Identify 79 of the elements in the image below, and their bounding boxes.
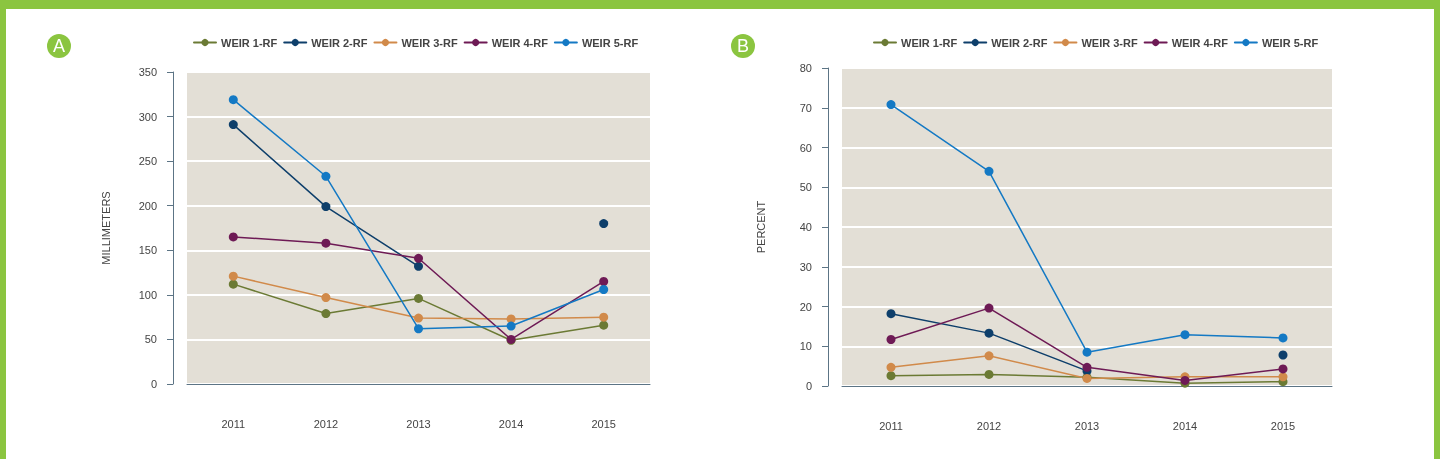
point <box>886 334 896 344</box>
point <box>414 313 423 323</box>
point <box>886 309 896 319</box>
point <box>321 238 331 248</box>
legend-label: WEIR 4-RF <box>1171 36 1229 49</box>
y-tick-label: 50 <box>144 333 157 346</box>
point <box>228 271 238 281</box>
point <box>599 285 609 295</box>
point <box>599 320 609 330</box>
legend-label: WEIR 4-RF <box>491 36 549 49</box>
legend-label: WEIR 1-RF <box>221 36 278 49</box>
point <box>321 309 331 319</box>
y-tick-label: 10 <box>799 340 812 353</box>
point <box>599 276 609 286</box>
y-tick-label: 200 <box>138 199 157 212</box>
point <box>414 293 423 303</box>
point <box>1278 364 1288 374</box>
y-tick-label: 250 <box>138 155 157 168</box>
y-tick-label: 350 <box>138 66 157 78</box>
chart-title: B <box>737 36 750 56</box>
y-tick-label: 70 <box>799 101 812 114</box>
y-tick-label: 0 <box>150 378 157 390</box>
x-tick-label: 2015 <box>591 417 616 430</box>
y-tick-label: 100 <box>138 288 157 301</box>
x-tick-label: 2011 <box>879 419 903 432</box>
point <box>228 279 238 289</box>
point <box>506 321 516 331</box>
x-tick-label: 2014 <box>498 417 524 430</box>
point <box>321 202 331 212</box>
point <box>506 314 516 324</box>
point <box>321 171 331 181</box>
y-axis-title: MILLIMETERS <box>99 191 112 265</box>
x-tick-label: 2013 <box>1074 419 1100 432</box>
point <box>984 303 994 313</box>
legend-label: WEIR 2-RF <box>311 36 368 49</box>
point <box>599 219 609 229</box>
point <box>1082 362 1092 372</box>
y-tick-label: 150 <box>138 244 157 257</box>
point <box>886 100 896 110</box>
point <box>1278 333 1288 343</box>
x-tick-label: 2012 <box>313 417 339 430</box>
y-tick-label: 40 <box>799 221 812 233</box>
point <box>1082 347 1092 357</box>
y-tick-label: 300 <box>138 110 157 123</box>
y-tick-label: 0 <box>805 380 812 392</box>
legend-label: WEIR 3-RF <box>401 36 458 49</box>
point <box>599 312 609 322</box>
point <box>414 324 423 334</box>
point <box>321 293 331 303</box>
x-tick-label: 2013 <box>406 417 431 430</box>
x-tick-label: 2011 <box>221 417 246 430</box>
legend-label: WEIR 5-RF <box>1261 36 1319 49</box>
legend-label: WEIR 1-RF <box>901 36 958 49</box>
chart-title: A <box>53 36 66 56</box>
y-tick-label: 80 <box>799 62 812 74</box>
point <box>984 351 994 361</box>
point <box>414 261 423 271</box>
point <box>228 95 238 105</box>
point <box>414 253 423 263</box>
x-tick-label: 2014 <box>1172 419 1198 432</box>
legend-label: WEIR 3-RF <box>1081 36 1138 49</box>
x-tick-label: 2012 <box>976 419 1002 432</box>
y-axis-title: PERCENT <box>754 200 767 254</box>
point <box>886 362 896 372</box>
x-tick-label: 2015 <box>1270 419 1296 432</box>
point <box>984 166 994 176</box>
point <box>228 232 238 242</box>
legend-label: WEIR 5-RF <box>581 36 639 49</box>
y-tick-label: 50 <box>799 181 812 194</box>
point <box>228 120 238 130</box>
y-tick-label: 60 <box>799 141 812 154</box>
point <box>984 369 994 379</box>
point <box>1278 372 1288 382</box>
legend-label: WEIR 2-RF <box>991 36 1048 49</box>
point <box>1180 330 1190 340</box>
point <box>1278 350 1288 360</box>
y-tick-label: 20 <box>799 300 812 313</box>
y-tick-label: 30 <box>799 260 812 273</box>
point <box>984 328 994 338</box>
